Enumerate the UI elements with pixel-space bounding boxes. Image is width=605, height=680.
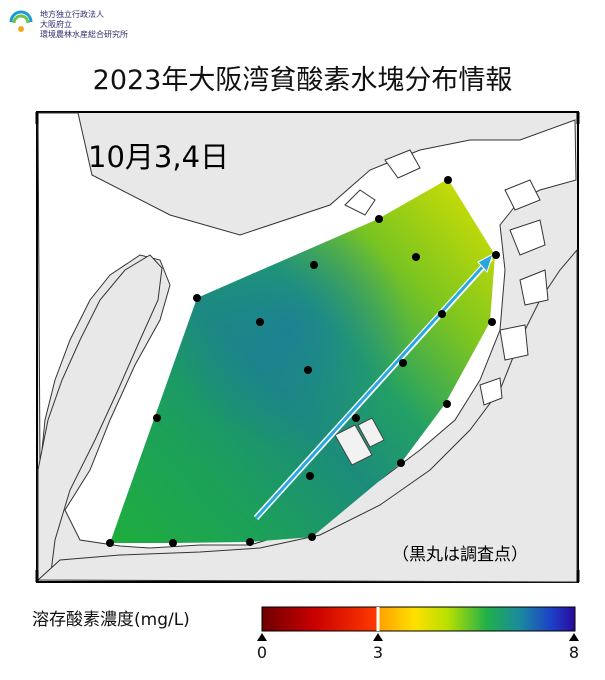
colorbar-segment-low [262,607,377,631]
colorbar-tick-0: 0 [256,643,268,662]
awaji-island [37,254,163,581]
station-point [492,251,500,259]
logo-mark-icon [9,10,33,32]
logo-line-3: 環境農林水産総合研究所 [40,30,128,39]
colorbar-tick-8: 8 [568,643,580,662]
station-point [169,539,177,547]
logo-line-1: 地方独立行政法人 [40,10,104,19]
station-note: （黒丸は調査点） [392,545,528,565]
logo-text: 地方独立行政法人 大阪府立 環境農林水産総合研究所 [40,10,128,40]
tick-marker-icon [373,633,383,641]
station-point [438,310,446,318]
station-point [153,414,161,422]
station-point [397,459,405,467]
tick-marker-icon [257,633,267,641]
station-point [246,538,254,546]
station-point [308,533,316,541]
transect-arrow-core [254,261,488,520]
station-point [399,359,407,367]
station-point [306,472,314,480]
station-point [310,261,318,269]
do-low-overlay [110,179,495,543]
tick-marker-icon [569,633,579,641]
colorbar-tick-3: 3 [372,643,384,662]
survey-stations [106,176,500,547]
frame-ticks [35,112,580,582]
institute-logo: 地方独立行政法人 大阪府立 環境農林水産総合研究所 [8,8,208,48]
arrow-head-icon [477,252,494,273]
colorbar-segment-high [379,607,575,631]
logo-line-2: 大阪府立 [40,20,72,29]
south-coast [36,248,578,583]
station-point [375,215,383,223]
date-label: 10月3,4日 [88,140,229,174]
station-point [106,539,114,547]
colorbar-label: 溶存酸素濃度(mg/L) [32,610,190,630]
station-point [444,176,452,184]
station-point [412,253,420,261]
station-point [193,294,201,302]
station-point [256,318,264,326]
station-point [488,318,496,326]
page-title: 2023年大阪湾貧酸素水塊分布情報 [92,65,513,96]
station-point [304,366,312,374]
colorbar-border [261,606,576,632]
station-point [443,400,451,408]
airport-island [334,417,385,466]
station-point [352,414,360,422]
